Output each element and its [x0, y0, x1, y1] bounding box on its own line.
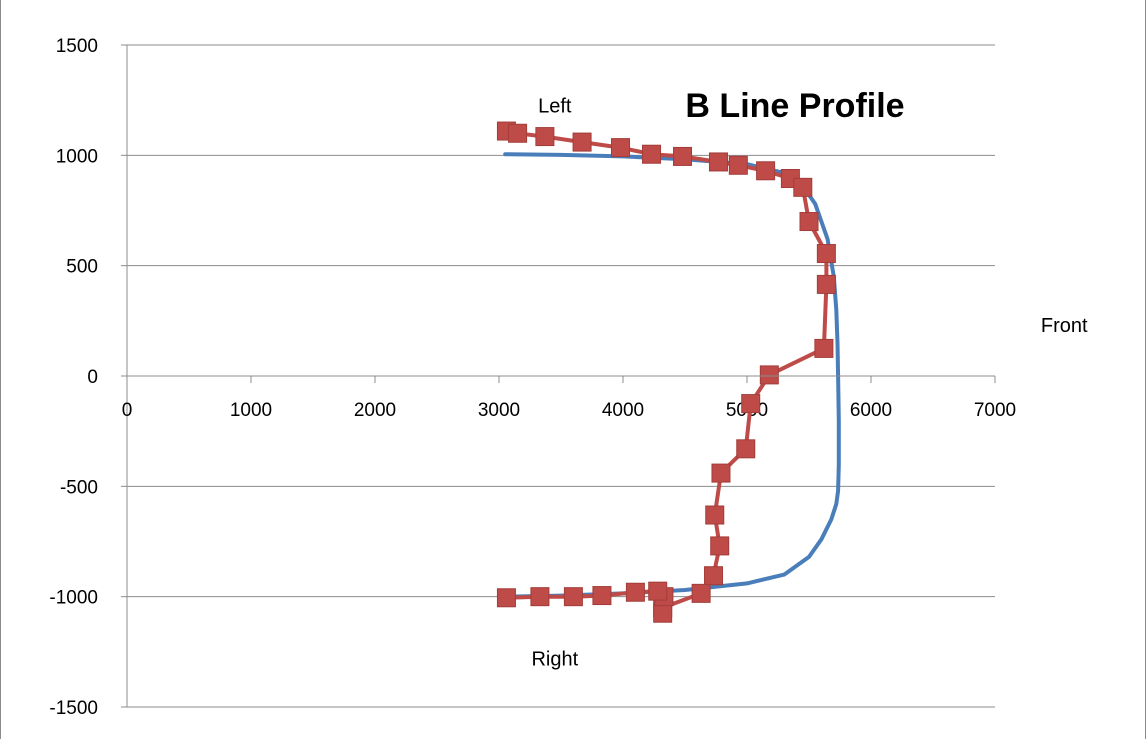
series-2-point [572, 132, 592, 152]
x-tick-label: 2000 [354, 400, 396, 421]
series-2-point [611, 138, 631, 158]
series-2-point [673, 146, 693, 166]
series-2-point [816, 274, 836, 294]
series-2-point [642, 144, 662, 164]
series-2-point [710, 536, 730, 556]
series-2-point [705, 505, 725, 525]
y-tick-label: 500 [66, 257, 98, 278]
series-2-point [625, 582, 645, 602]
series-2-point [736, 439, 756, 459]
series-2-point [496, 588, 516, 608]
series-2-point [728, 155, 748, 175]
y-tick-label: 1000 [56, 146, 98, 167]
series-2-point [816, 244, 836, 264]
y-tick-label: -500 [60, 477, 98, 498]
series-2-point [741, 394, 761, 414]
series-2-point [708, 152, 728, 172]
series-2-point [648, 581, 668, 601]
annotation-right: Right [531, 648, 578, 670]
series-2-point [592, 586, 612, 606]
y-tick-label: 0 [87, 367, 98, 388]
series-2-point [691, 583, 711, 603]
series-2-point [793, 177, 813, 197]
x-tick-label: 7000 [974, 400, 1016, 421]
y-tick-label: -1000 [49, 588, 98, 609]
series-2-point [704, 566, 724, 586]
series-2-point [535, 127, 555, 147]
series-2-point [530, 587, 550, 607]
x-tick-label: 3000 [478, 400, 520, 421]
x-tick-label: 4000 [602, 400, 644, 421]
series-2-point [653, 603, 673, 623]
y-tick-label: -1500 [49, 698, 98, 719]
annotation-left: Left [538, 96, 572, 118]
series-2-point [508, 123, 528, 143]
series-2-point [759, 365, 779, 385]
series-2-point [756, 161, 776, 181]
series-2-point [563, 587, 583, 607]
x-tick-label: 0 [122, 400, 133, 421]
x-tick-label: 1000 [230, 400, 272, 421]
x-tick-label: 6000 [850, 400, 892, 421]
series-2-point [799, 212, 819, 232]
annotation-front: Front [1041, 315, 1088, 337]
series-2-point [814, 338, 834, 358]
series-1-line [503, 152, 841, 599]
y-tick-label: 1500 [56, 36, 98, 57]
series-2-point [711, 463, 731, 483]
chart-title: B Line Profile [685, 87, 904, 125]
